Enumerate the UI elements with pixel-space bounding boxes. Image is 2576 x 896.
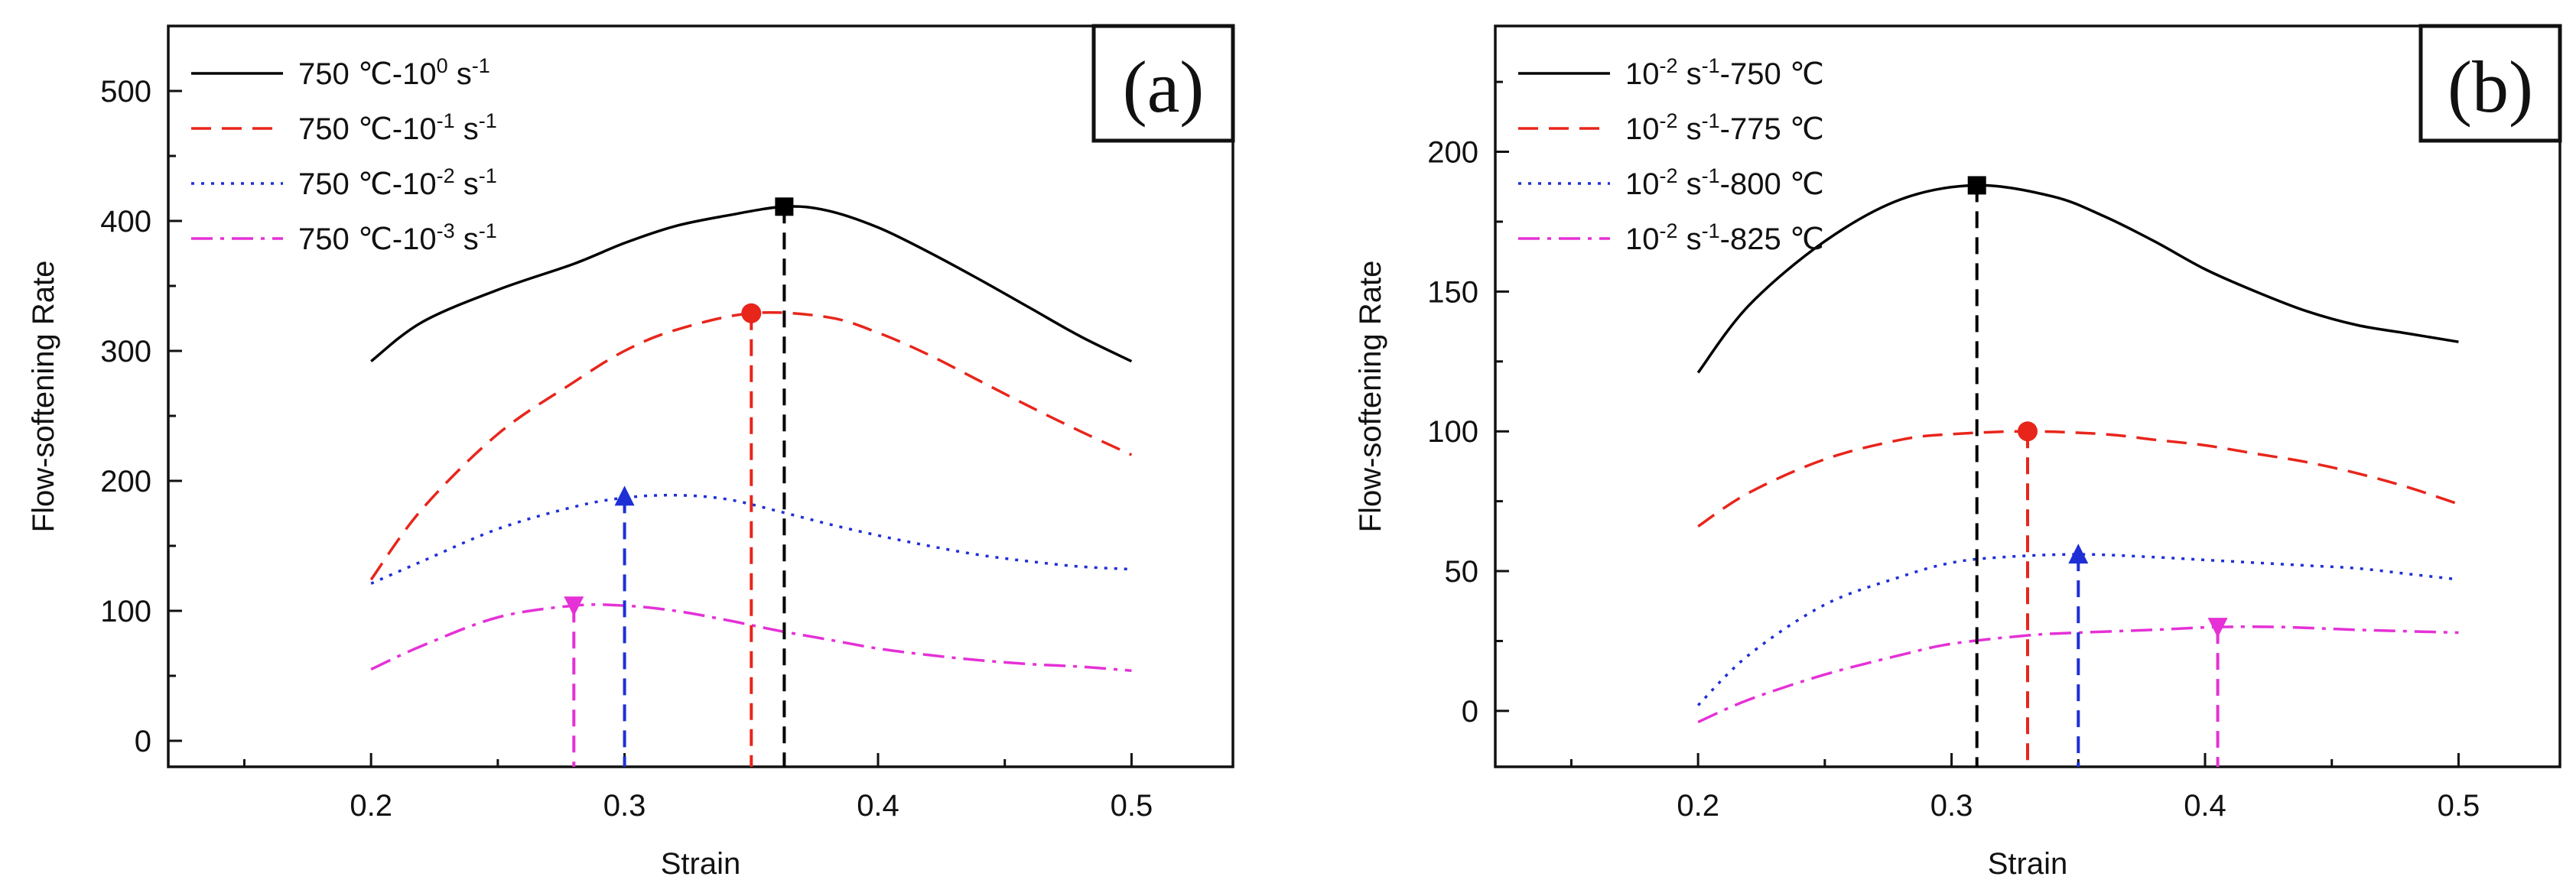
y-tick-label: 150: [1427, 275, 1478, 309]
plot-frame: [167, 24, 1234, 768]
legend-label: 10-2 s-1-775 ℃: [1625, 109, 1824, 146]
legend-label: 750 ℃-100 s-1: [298, 54, 490, 91]
y-tick-label: 200: [1427, 136, 1478, 170]
peak-marker-4: [564, 596, 584, 617]
peak-marker-4: [2207, 618, 2228, 638]
x-tick-label: 0.5: [2438, 789, 2480, 823]
y-tick-label: 0: [1462, 695, 1478, 729]
series-line-1: [1696, 183, 2459, 374]
x-tick-label: 0.4: [857, 789, 899, 823]
x-axis-label: Strain: [1988, 847, 2068, 881]
panel-label: (b): [2448, 46, 2533, 128]
panel-label: (a): [1123, 46, 1205, 128]
legend-label: 10-2 s-1-800 ℃: [1625, 164, 1824, 201]
panel-label-box: [2418, 24, 2562, 143]
peak-marker-1: [1967, 176, 1986, 195]
x-tick-label: 0.2: [350, 789, 392, 823]
peak-marker-3: [2068, 544, 2089, 564]
legend-label: 750 ℃-10-3 s-1: [298, 219, 497, 256]
x-tick-label: 0.4: [2184, 789, 2226, 823]
x-tick-label: 0.2: [1677, 789, 1719, 823]
peak-marker-2: [2018, 421, 2038, 442]
legend-label: 750 ℃-10-2 s-1: [298, 164, 497, 201]
plot-frame: [1494, 24, 2561, 768]
y-tick-label: 300: [100, 335, 151, 368]
legend: 10-2 s-1-750 ℃ 10-2 s-1-775 ℃ 10-2 s-1-800…: [1518, 54, 1824, 256]
peak-marker-2: [741, 303, 762, 323]
panel-label-box: [1091, 24, 1235, 143]
y-axis-label: Flow-softening Rate: [1354, 261, 1387, 533]
x-tick-label: 0.3: [603, 789, 646, 823]
chart-panel-a: 0.2 0.3 0.4 0.5 0 100 200 300 400 500 Strain Flow-s…: [27, 24, 1235, 881]
y-axis-label: Flow-softening Rate: [27, 261, 60, 533]
y-tick-label: 200: [100, 465, 151, 498]
legend-label: 10-2 s-1-825 ℃: [1625, 219, 1824, 256]
legend-label: 10-2 s-1-750 ℃: [1625, 54, 1824, 91]
series-line-2: [1697, 430, 2459, 528]
chart-panel-b: 0.2 0.3 0.4 0.5 0 50 100 150 200 Strain Flow-softe…: [1354, 24, 2562, 881]
x-tick-label: 0.3: [1930, 789, 1973, 823]
series-line-1: [370, 205, 1133, 363]
y-tick-label: 100: [1427, 415, 1478, 449]
y-tick-label: 100: [100, 595, 151, 628]
series-line-3: [1696, 553, 2459, 706]
series-line-4: [1697, 625, 2459, 724]
y-tick-label: 500: [100, 75, 151, 109]
peak-marker-3: [614, 485, 635, 506]
series-line-2: [369, 310, 1133, 581]
series-line-4: [370, 603, 1132, 672]
x-axis-label: Strain: [661, 847, 741, 881]
x-tick-label: 0.5: [1111, 789, 1153, 823]
y-tick-label: 0: [135, 725, 151, 758]
y-tick-label: 50: [1445, 555, 1479, 589]
legend-label: 750 ℃-10-1 s-1: [298, 109, 497, 146]
legend: 750 ℃-100 s-1 750 ℃-10-1 s-1 750 ℃-10-2 s-…: [191, 54, 497, 256]
peak-marker-1: [775, 197, 794, 216]
y-tick-label: 400: [100, 205, 151, 239]
